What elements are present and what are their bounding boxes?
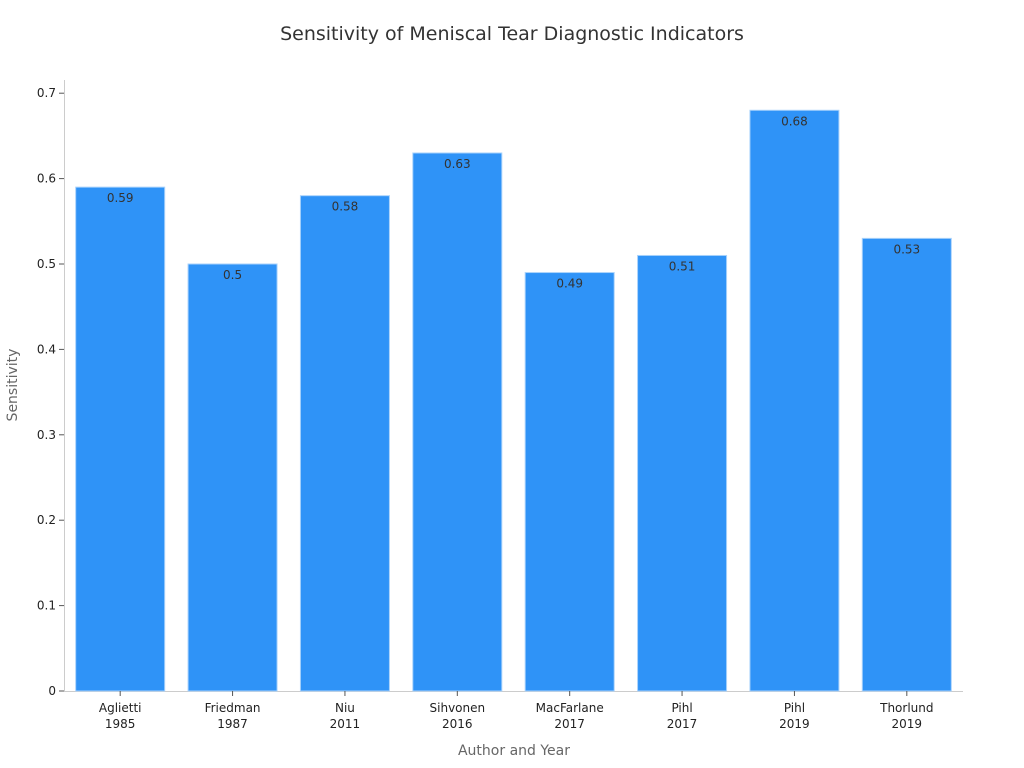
y-tick-label: 0.2 (37, 513, 56, 527)
bar (75, 186, 166, 692)
bar (749, 109, 840, 692)
y-tick-label: 0 (48, 684, 56, 698)
x-tick-label: Sihvonen 2016 (430, 701, 486, 731)
data-label: 0.51 (669, 259, 696, 273)
data-label: 0.59 (107, 191, 134, 205)
y-tick-label: 0.5 (37, 257, 56, 271)
data-label: 0.49 (556, 277, 583, 291)
chart-title: Sensitivity of Meniscal Tear Diagnostic … (280, 23, 744, 45)
data-label: 0.58 (332, 200, 359, 214)
bar (861, 237, 952, 692)
x-tick-label: Pihl 2019 (779, 701, 810, 731)
y-tick-label: 0.7 (37, 86, 56, 100)
y-tick-label: 0.6 (37, 172, 56, 186)
x-tick-label: Pihl 2017 (667, 701, 698, 731)
x-tick-label: Aglietti 1985 (99, 701, 142, 731)
bar (412, 152, 503, 692)
data-label: 0.53 (893, 242, 920, 256)
bar (524, 272, 615, 692)
x-tick-label: Niu 2011 (330, 701, 361, 731)
y-axis-label: Sensitivity (5, 349, 21, 422)
data-label: 0.63 (444, 157, 471, 171)
x-tick-label: Thorlund 2019 (879, 701, 933, 731)
y-tick-label: 0.3 (37, 428, 56, 442)
x-tick-label: MacFarlane 2017 (536, 701, 604, 731)
bar (637, 254, 728, 692)
data-label: 0.68 (781, 114, 808, 128)
y-tick-label: 0.4 (37, 342, 56, 356)
data-label: 0.5 (223, 268, 242, 282)
y-tick-label: 0.1 (37, 599, 56, 613)
x-tick-label: Friedman 1987 (205, 701, 261, 731)
bar (299, 195, 390, 692)
x-axis-label: Author and Year (458, 743, 570, 759)
bar (187, 263, 278, 692)
